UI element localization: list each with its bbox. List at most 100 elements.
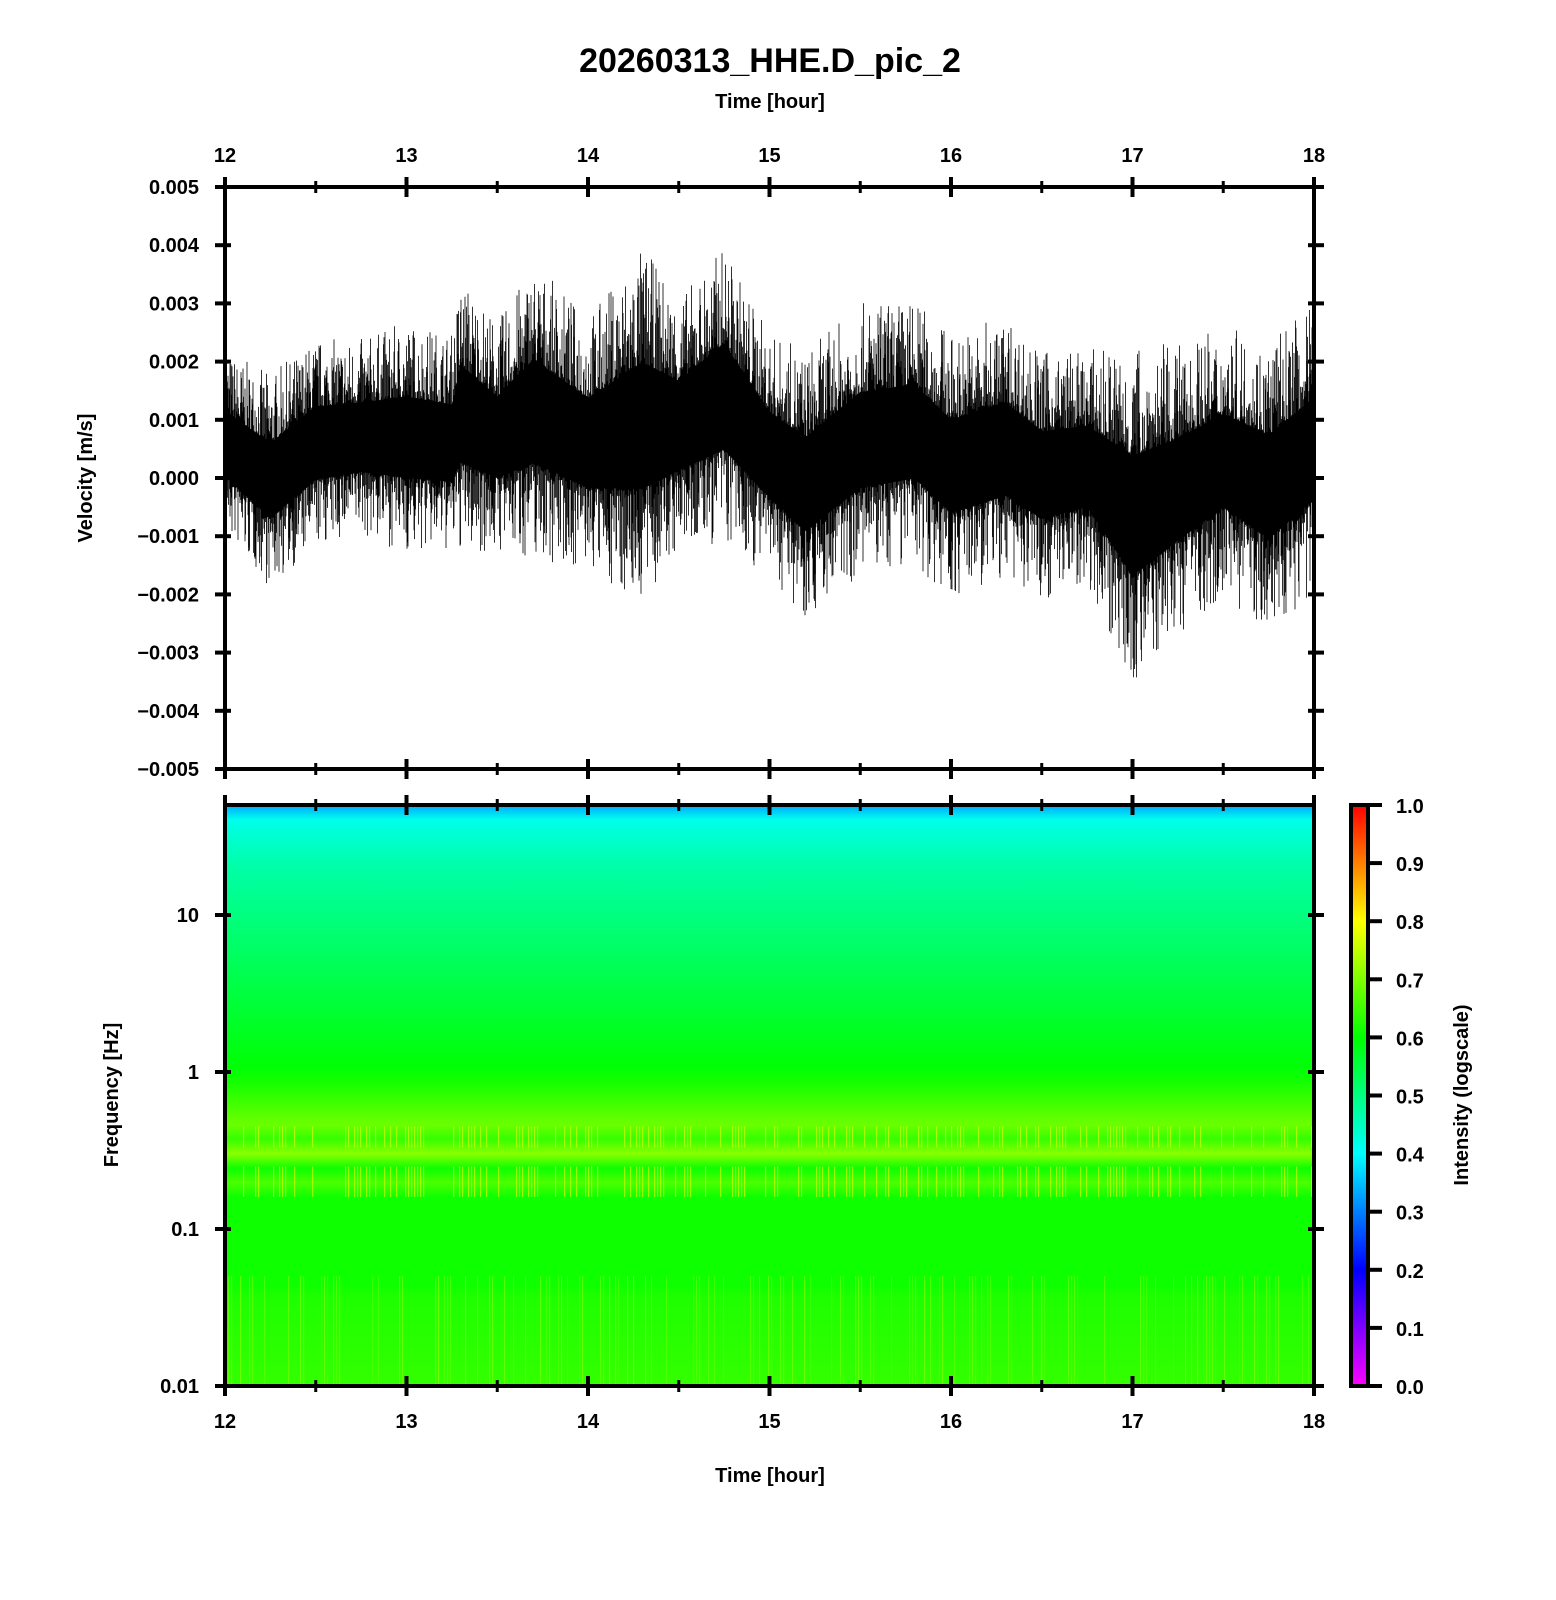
spectrogram-column [1173,1276,1175,1386]
spectrogram-band-0.4hz [480,1126,482,1148]
spectrogram-band-0.4hz [1149,1126,1151,1148]
spectrogram-band-0.4hz [687,1126,689,1148]
spectrogram-band-0.2hz [1017,1166,1019,1197]
spectrogram-column [327,1276,329,1386]
spectrogram-column [633,1276,635,1386]
spectrogram-band-0.4hz [999,1126,1001,1148]
spectrogram-band-0.4hz [366,1126,368,1148]
axes: 12 12 13 13 14 14 15 15 16 16 17 17 18 18 0.005 0.004 0.… [137,145,1424,1433]
colorbar-tick-label: 0.2 [1396,1261,1424,1283]
spectrogram-band-0.4hz [1086,1126,1088,1148]
spectrogram-band-0.2hz [555,1166,557,1197]
spectrogram-column [981,1276,983,1386]
velocity-tick-label: −0.001 [137,526,199,548]
spectrogram-band-0.4hz [876,1126,878,1148]
spectrogram-band-0.4hz [420,1126,422,1148]
spectrogram-band-0.2hz [852,1166,854,1197]
bottom-x-axis-label: Time [hour] [715,1465,825,1487]
spectrogram-band-0.4hz [630,1126,632,1148]
spectrogram-band-0.2hz [774,1166,776,1197]
velocity-tick-label: 0.000 [149,468,199,490]
spectrogram-band-0.4hz [1065,1126,1067,1148]
spectrogram-band-0.2hz [534,1166,536,1197]
spectrogram-band-0.4hz [951,1126,953,1148]
spectrogram-band-0.4hz [906,1126,908,1148]
bottom-x-tick-label: 17 [1121,1411,1143,1433]
spectrogram-band-0.4hz [1116,1126,1118,1148]
spectrogram-band-0.2hz [384,1166,386,1197]
spectrogram-band-0.4hz [1233,1126,1235,1148]
spectrogram-band-0.4hz [1287,1126,1289,1148]
spectrogram-column [1203,1276,1205,1386]
spectrogram-column [855,1276,857,1386]
spectrogram-band-0.2hz [1167,1166,1169,1197]
spectrogram-band-0.4hz [684,1126,686,1148]
spectrogram-column [540,1276,542,1386]
spectrogram-band-0.2hz [1080,1166,1082,1197]
spectrogram-band-0.4hz [462,1126,464,1148]
spectrogram-band-0.2hz [978,1166,980,1197]
top-x-tick-label: 16 [940,145,962,167]
spectrogram-band-0.2hz [522,1166,524,1197]
spectrogram-band-0.2hz [345,1166,347,1197]
spectrogram-band-0.2hz [585,1166,587,1197]
spectrogram-band-0.2hz [285,1166,287,1197]
spectrogram-band-0.4hz [597,1126,599,1148]
spectrogram-column [525,1276,527,1386]
spectrogram-band-0.2hz [819,1166,821,1197]
spectrogram-band-0.2hz [849,1166,851,1197]
spectrogram-column [546,1276,548,1386]
spectrogram-band-0.4hz [534,1126,536,1148]
spectrogram-band-0.2hz [273,1166,275,1197]
spectrogram-band-0.2hz [828,1166,830,1197]
spectrogram-band-0.4hz [738,1126,740,1148]
spectrogram-band-0.2hz [258,1166,260,1197]
spectrogram-band-0.4hz [903,1126,905,1148]
spectrogram-band-0.4hz [1284,1126,1286,1148]
spectrogram-column [861,1276,863,1386]
spectrogram-band-0.2hz [354,1166,356,1197]
spectrogram-band-0.2hz [1311,1166,1313,1197]
top-x-tick-label: 12 [214,145,236,167]
spectrogram-column [840,1276,842,1386]
spectrogram-band-0.4hz [1251,1126,1253,1148]
top-x-tick-label: 17 [1121,145,1143,167]
spectrogram-column [954,1276,956,1386]
spectrogram-band-0.2hz [657,1166,659,1197]
spectrogram-column [372,1276,374,1386]
colorbar-label: Intensity (logscale) [1451,1004,1473,1185]
spectrogram-column [444,1276,446,1386]
spectrogram-band-0.2hz [1113,1166,1115,1197]
spectrogram-band-0.2hz [636,1166,638,1197]
spectrogram-band-0.2hz [732,1166,734,1197]
spectrogram-column [333,1276,335,1386]
spectrogram-band-0.4hz [405,1126,407,1148]
spectrogram-band-0.2hz [927,1166,929,1197]
colorbar-tick-label: 0.1 [1396,1319,1424,1341]
colorbar [1349,803,1370,1388]
spectrogram-band-0.4hz [1062,1126,1064,1148]
spectrogram-column [858,1276,860,1386]
spectrogram-band-0.4hz [375,1126,377,1148]
spectrogram-band-0.4hz [1002,1126,1004,1148]
spectrogram-band-0.4hz [591,1126,593,1148]
spectrogram-band-0.4hz [1107,1126,1109,1148]
spectrogram-column [1197,1276,1199,1386]
spectrogram-band-0.4hz [423,1126,425,1148]
frequency-y-axis-label: Frequency [Hz] [101,1023,123,1167]
spectrogram-band-0.4hz [1035,1126,1037,1148]
spectrogram-column [714,1276,716,1386]
bottom-x-tick-label: 13 [395,1411,417,1433]
spectrogram-band-0.4hz [354,1126,356,1148]
spectrogram-column [930,1276,932,1386]
spectrogram [225,805,1314,1386]
spectrogram-band-0.4hz [1167,1126,1169,1148]
spectrogram-band-0.2hz [960,1166,962,1197]
spectrogram-column [579,1276,581,1386]
spectrogram-column [693,1276,695,1386]
spectrogram-band-0.4hz [1125,1126,1127,1148]
spectrogram-column [489,1276,491,1386]
waveform-line [224,253,1315,678]
spectrogram-band-0.4hz [1122,1126,1124,1148]
spectrogram-band-0.2hz [480,1166,482,1197]
